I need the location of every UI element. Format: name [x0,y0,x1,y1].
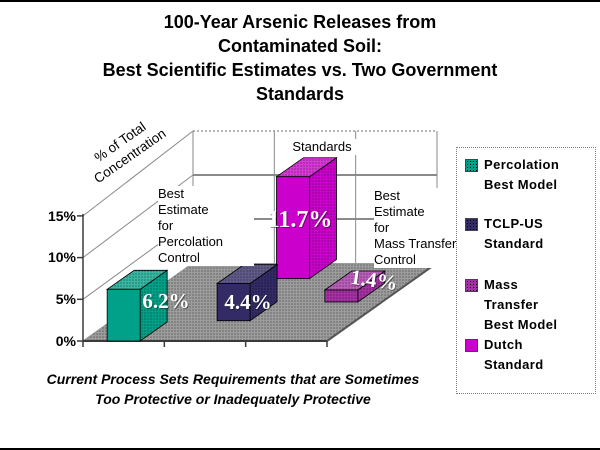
bar-dutch-standard [275,156,338,280]
category-label-percolation: Best Estimate for Percolation Control [158,186,254,266]
legend-item-label: Percolation Best Model [484,157,560,192]
legend-swatch-icon [465,279,478,292]
y-tick-10: 10% [47,249,76,265]
legend-swatch-icon [465,339,478,352]
legend-item-3: Dutch Standard [464,335,593,375]
legend-swatch-icon [465,159,478,172]
slide-border-bottom [0,448,600,450]
bar-mass-transfer-best-model [323,270,387,303]
slide-border-top [0,0,600,2]
data-label-dutch-standard: 11.7% [267,207,333,233]
legend-item-1: TCLP-US Standard [464,214,593,254]
caption: Current Process Sets Requirements that a… [46,371,420,407]
legend: Percolation Best Model TCLP-US Standard Ma… [456,147,596,394]
y-tick-15: 15% [47,208,76,224]
legend-swatch-icon [465,218,478,231]
bar-percolation-best-model [105,269,169,342]
legend-item-label: Dutch Standard [484,337,544,372]
y-tick-5: 5% [55,291,76,307]
legend-item-0: Percolation Best Model [464,155,593,195]
chart-title: 100-Year Arsenic Releases from Contamina… [102,12,498,104]
legend-item-label: TCLP-US Standard [484,216,544,251]
bar-tclp-us-standard [215,263,279,322]
category-label-standards: Standards [281,139,363,155]
legend-item-label: Mass Transfer Best Model [484,277,558,332]
y-tick-0: 0% [55,333,76,349]
legend-item-2: Mass Transfer Best Model [464,275,593,335]
data-label-percolation-best-model: 6.2% [142,289,190,313]
category-label-mass-transfer: Best Estimate for Mass Transfer Control [374,188,462,268]
data-label-tclp-us-standard: 4.4% [224,290,272,314]
